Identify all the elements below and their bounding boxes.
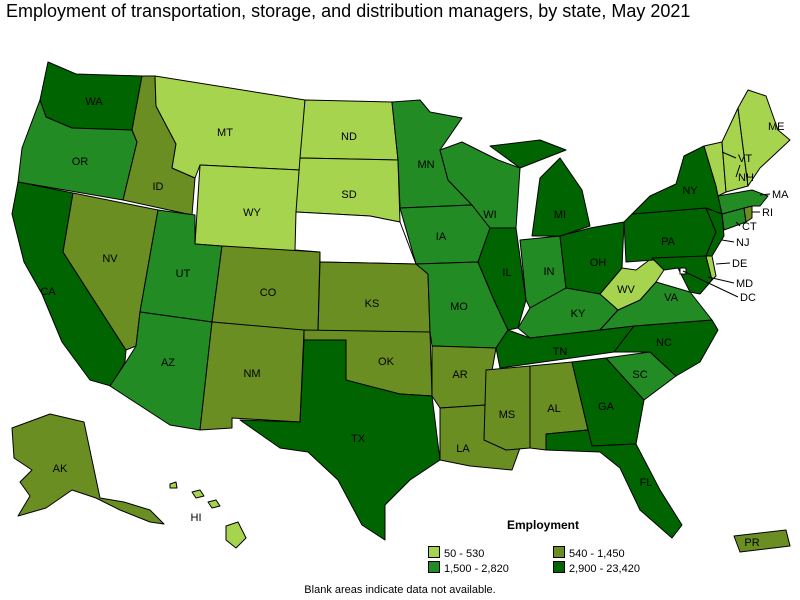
state-label-ak: AK [53, 463, 68, 475]
state-label-wv: WV [617, 284, 635, 296]
legend-item: 50 - 530 [428, 546, 484, 560]
legend-item: 1,500 - 2,820 [428, 561, 509, 575]
state-label-in: IN [544, 266, 555, 278]
legend-swatch [553, 561, 565, 573]
state-label-or: OR [72, 156, 89, 168]
state-label-nd: ND [341, 131, 357, 143]
state-label-ky: KY [571, 308, 586, 320]
state-label-ut: UT [176, 268, 191, 280]
legend-swatch [553, 546, 565, 558]
state-label-mn: MN [417, 159, 434, 171]
state-label-de: DE [732, 258, 747, 270]
state-label-id: ID [153, 181, 164, 193]
label-leader-ma [759, 193, 771, 196]
state-label-vt: VT [738, 153, 752, 165]
state-label-nj: NJ [736, 237, 749, 249]
legend-swatch [428, 546, 440, 558]
state-label-oh: OH [590, 257, 607, 269]
state-label-mi: MI [554, 209, 566, 221]
legend-swatch [428, 561, 440, 573]
state-label-mt: MT [217, 127, 233, 139]
legend-title: Employment [507, 518, 580, 532]
state-label-mo: MO [450, 301, 468, 313]
footnote: Blank areas indicate data not available. [304, 584, 496, 596]
state-label-ct: CT [742, 221, 757, 233]
state-label-il: IL [502, 267, 511, 279]
state-label-ms: MS [499, 409, 516, 421]
state-ak[interactable] [11, 413, 165, 525]
legend-label: 540 - 1,450 [569, 548, 625, 560]
state-label-tx: TX [351, 433, 366, 445]
state-label-nc: NC [656, 337, 672, 349]
state-vt[interactable] [703, 141, 727, 197]
state-label-hi: HI [191, 512, 202, 524]
state-ri[interactable] [743, 205, 753, 223]
label-leader-nh [735, 164, 741, 178]
legend-item: 2,900 - 23,420 [553, 561, 640, 575]
legend-label: 1,500 - 2,820 [444, 563, 509, 575]
state-label-ks: KS [365, 298, 380, 310]
legend-label: 2,900 - 23,420 [569, 563, 640, 575]
state-label-pr: PR [744, 537, 759, 549]
state-label-wy: WY [243, 207, 261, 219]
legend: Employment 50 - 530 540 - 1,450 1,500 - … [425, 518, 665, 578]
state-ms[interactable] [483, 365, 531, 451]
state-label-va: VA [664, 292, 679, 304]
state-label-dc: DC [740, 292, 756, 304]
state-label-ok: OK [378, 356, 395, 368]
state-label-wa: WA [85, 96, 103, 108]
label-leader-vt [721, 151, 737, 159]
state-pa[interactable] [623, 207, 717, 263]
state-label-ga: GA [598, 401, 615, 413]
state-mi[interactable] [489, 139, 591, 237]
state-fl[interactable] [545, 429, 683, 539]
state-de[interactable] [705, 255, 717, 281]
state-label-al: AL [547, 403, 560, 415]
state-label-nh: NH [738, 172, 754, 184]
state-label-la: LA [456, 443, 470, 455]
state-label-ca: CA [40, 286, 56, 298]
state-ma[interactable] [717, 189, 769, 215]
state-label-nv: NV [102, 253, 118, 265]
state-label-nm: NM [243, 368, 260, 380]
state-label-ny: NY [682, 185, 698, 197]
state-label-sd: SD [341, 189, 356, 201]
label-leader-ct [735, 221, 741, 227]
state-label-tn: TN [553, 346, 568, 358]
state-label-pa: PA [661, 236, 676, 248]
state-hi[interactable] [169, 481, 247, 549]
state-label-ri: RI [762, 207, 773, 219]
label-leader-md [707, 276, 735, 284]
state-label-ia: IA [436, 231, 447, 243]
state-pr[interactable] [733, 529, 791, 553]
state-nd[interactable] [299, 99, 399, 161]
state-label-sc: SC [632, 369, 647, 381]
state-label-ar: AR [452, 369, 467, 381]
state-label-fl: FL [640, 477, 653, 489]
map-title: Employment of transportation, storage, a… [6, 1, 691, 21]
state-label-ma: MA [772, 189, 789, 201]
state-il[interactable] [477, 227, 527, 331]
state-tx[interactable] [239, 339, 441, 541]
legend-label: 50 - 530 [444, 548, 485, 560]
state-label-az: AZ [161, 357, 175, 369]
label-leader-de [715, 262, 731, 265]
state-label-co: CO [260, 287, 277, 299]
state-ks[interactable] [317, 261, 431, 333]
state-label-md: MD [736, 278, 753, 290]
label-leader-dc [682, 270, 739, 298]
label-leader-nj [721, 239, 735, 243]
state-label-me: ME [768, 121, 785, 133]
legend-item: 540 - 1,450 [553, 546, 625, 560]
state-label-wi: WI [483, 209, 496, 221]
state-me[interactable] [737, 89, 791, 187]
